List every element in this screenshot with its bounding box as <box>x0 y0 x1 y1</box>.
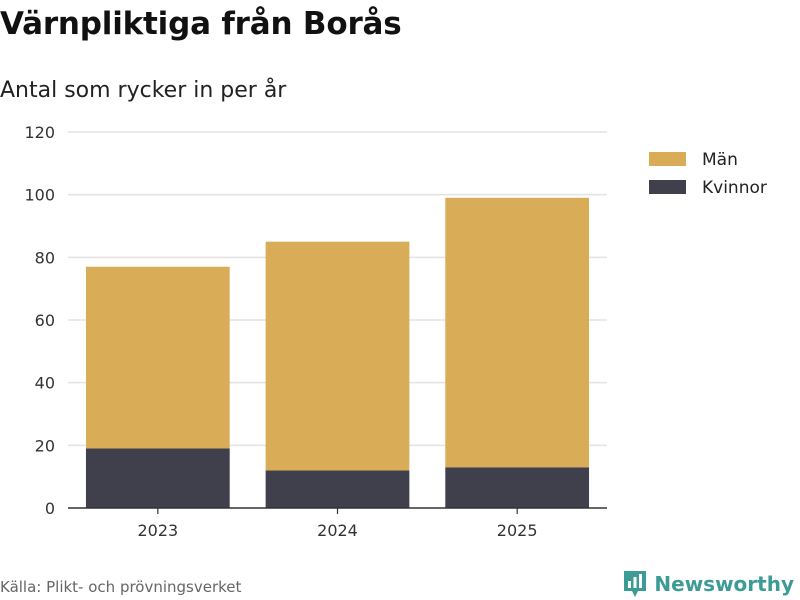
y-tick-label: 40 <box>35 374 55 393</box>
y-tick-label: 60 <box>35 311 55 330</box>
chart-title: Värnpliktiga från Borås <box>0 6 402 42</box>
bar-kvinnor-2025 <box>445 467 590 508</box>
y-axis-ticks: 0 20 40 60 80 100 120 <box>24 123 55 518</box>
y-tick-label: 80 <box>35 248 55 267</box>
newsworthy-logo-icon <box>624 571 647 597</box>
legend-swatch-män <box>649 152 686 166</box>
bars <box>85 197 590 508</box>
bar-män-2025 <box>445 197 590 468</box>
legend-swatch-kvinnor <box>649 180 686 194</box>
chart-subtitle: Antal som rycker in per år <box>0 78 287 103</box>
bar-kvinnor-2024 <box>265 470 410 508</box>
legend-label-kvinnor: Kvinnor <box>702 178 767 198</box>
x-tick-label: 2023 <box>137 521 178 540</box>
brand-name: Newsworthy <box>654 572 794 596</box>
y-tick-label: 120 <box>24 123 55 142</box>
x-tick-label: 2024 <box>317 521 358 540</box>
legend: Män Kvinnor <box>649 150 767 198</box>
y-tick-label: 100 <box>24 186 55 205</box>
y-tick-label: 20 <box>35 436 55 455</box>
stacked-bar-chart: 0 20 40 60 80 100 120 2023 2024 2025 Män Kvinnor <box>24 123 767 540</box>
bar-män-2023 <box>85 266 230 449</box>
y-tick-label: 0 <box>45 499 55 518</box>
bar-män-2024 <box>265 241 410 471</box>
x-axis-ticks: 2023 2024 2025 <box>137 508 538 540</box>
x-tick-label: 2025 <box>497 521 538 540</box>
source-note: Källa: Plikt- och prövningsverket <box>0 578 242 596</box>
brand-logo: Newsworthy <box>622 569 794 599</box>
bar-kvinnor-2023 <box>85 448 230 508</box>
legend-label-män: Män <box>702 150 738 170</box>
